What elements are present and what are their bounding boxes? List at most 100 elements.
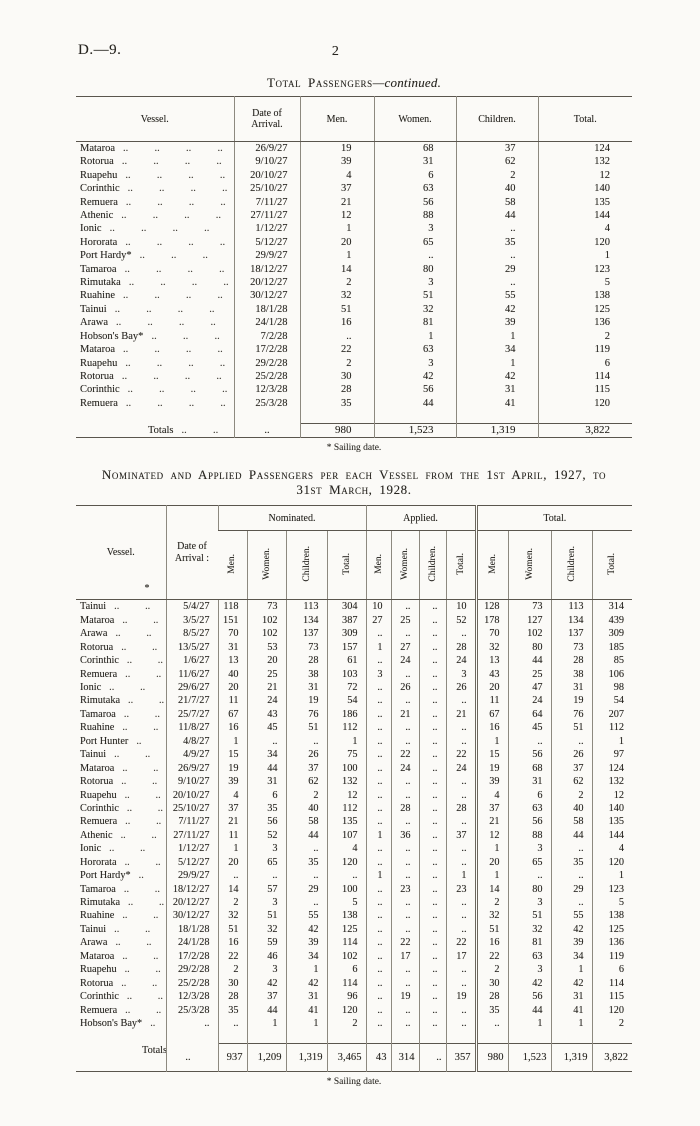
table1-footnote: * Sailing date. <box>326 443 382 454</box>
value-cell: .. <box>418 922 446 937</box>
leader-dots: .. .. .. .. .. <box>125 169 233 181</box>
value-cell: .. <box>390 976 419 991</box>
leader-dots: .. .. .. .. .. <box>115 317 234 329</box>
value-cell: 40 <box>550 801 593 816</box>
value-cell: .. <box>418 869 446 883</box>
value-cell: 52 <box>246 828 286 843</box>
value-cell: 21 <box>246 681 286 695</box>
value-cell: 4 <box>217 788 247 802</box>
value-cell: .. <box>365 761 391 776</box>
date-cell: 27/11/27 <box>165 828 218 843</box>
value-cell: .. <box>365 842 391 856</box>
value-cell: 2 <box>285 788 327 802</box>
table-row: Ruahine.. .. .. .. ..30/12/27325155138..… <box>76 909 633 923</box>
value-cell: .. <box>390 869 419 883</box>
vessel-cell: Mataroa .. .. .. .. .. <box>76 614 166 627</box>
value-cell: 28 <box>445 640 477 655</box>
value-cell: .. <box>365 801 391 816</box>
value-cell: 65 <box>373 235 456 250</box>
table-row: Rimutaka.. .. .. .. ..20/12/2723..5.....… <box>76 896 633 910</box>
value-cell: 1 <box>217 734 247 749</box>
value-cell: 44 <box>246 761 286 776</box>
value-cell: 2 <box>537 329 632 344</box>
value-cell: 125 <box>537 302 632 317</box>
value-cell: .. <box>418 681 446 695</box>
value-cell: .. <box>418 949 446 964</box>
value-cell: 980 <box>474 1043 509 1072</box>
value-cell: 42 <box>507 976 552 991</box>
value-cell: .. <box>445 815 477 829</box>
col-header-date: Date of Arrival. <box>233 96 300 142</box>
value-cell: 16 <box>474 936 509 950</box>
date-cell: 29/9/27 <box>233 249 300 263</box>
vessel-cell: Corinthic .. .. .. .. .. <box>76 802 166 815</box>
value-cell: 25 <box>507 667 552 682</box>
value-cell: 2 <box>299 356 374 370</box>
vessel-name: Mataroa <box>80 762 115 774</box>
vessel-name: Ionic <box>80 223 102 235</box>
value-cell: .. <box>418 976 446 991</box>
value-cell: 134 <box>550 613 593 628</box>
vessel-name: Ruapehu <box>80 964 117 976</box>
leader-dots: .. .. .. .. .. <box>121 370 234 382</box>
value-cell: .. <box>445 855 477 870</box>
value-cell: 20 <box>474 855 509 870</box>
vessel-cell: Rimutaka .. .. .. .. .. <box>76 276 234 289</box>
value-cell: 314 <box>390 1043 419 1072</box>
table-row: Arawa.. .. .. .. ..24/1/28165939114..22.… <box>76 936 633 950</box>
table-row: Ruahine.. .. .. .. ..11/8/27164551112...… <box>76 721 633 735</box>
value-cell: 5 <box>326 896 366 910</box>
leader-dots: .. .. .. .. .. <box>151 330 233 342</box>
table-row: Tainui.. .. .. .. ..4/9/2715342675..22..… <box>76 748 633 762</box>
value-cell: 42 <box>285 922 327 937</box>
vessel-cell: Rotorua .. .. .. .. .. <box>76 775 166 788</box>
value-cell: 120 <box>591 855 633 870</box>
date-cell: 25/10/27 <box>233 182 300 196</box>
value-cell: 106 <box>591 667 633 682</box>
vessel-name: Ionic <box>80 682 102 694</box>
vessel-name: Tainui <box>80 923 107 935</box>
value-cell: 3 <box>445 667 477 682</box>
value-cell: 22 <box>445 936 477 950</box>
leader-dots: .. .. .. .. .. <box>123 883 166 895</box>
vessel-cell: Ionic .. .. .. .. .. <box>76 842 166 855</box>
table1-header-row: Vessel. Date of Arrival. Men. Women. Chi… <box>76 96 632 142</box>
value-cell: .. <box>418 721 446 735</box>
value-cell: 1 <box>455 356 538 370</box>
value-cell: 114 <box>537 369 632 384</box>
value-cell: 16 <box>217 721 247 735</box>
value-cell: 43 <box>365 1043 391 1072</box>
value-cell: .. <box>418 815 446 829</box>
value-cell: .. <box>365 922 391 937</box>
value-cell: 6 <box>537 356 632 370</box>
vessel-name: Remuera <box>80 397 118 409</box>
vessel-cell: Corinthic .. .. .. .. .. <box>76 182 234 195</box>
value-cell: 28 <box>299 383 374 397</box>
value-cell: 75 <box>326 748 366 762</box>
vessel-name: Remuera <box>80 668 118 680</box>
vessel-cell: Port Hardy* .. .. .. .. .. <box>76 249 234 262</box>
vessel-cell: Hororata .. .. .. .. .. <box>76 856 166 869</box>
vessel-cell: Hobson's Bay* .. .. .. .. .. <box>76 1017 166 1030</box>
value-cell: 30 <box>299 369 374 384</box>
value-cell: 13 <box>474 654 509 668</box>
value-cell: 88 <box>507 828 552 843</box>
value-cell: 68 <box>507 761 552 776</box>
value-cell: 14 <box>474 882 509 897</box>
value-cell: 46 <box>246 949 286 964</box>
date-cell: 18/12/27 <box>233 262 300 277</box>
value-cell: 42 <box>246 976 286 991</box>
value-cell: 135 <box>537 195 632 210</box>
vessel-name: Mataroa <box>80 344 115 356</box>
value-cell: 56 <box>507 748 552 762</box>
value-cell: .. <box>390 896 419 910</box>
doc-reference: D.—9. <box>78 42 122 58</box>
col-header-nominated-children: Children. <box>285 530 327 601</box>
leader-dots: .. .. .. .. .. <box>150 1017 165 1029</box>
value-cell: 3 <box>373 276 456 290</box>
table-row: Rotorua.. .. .. .. ..9/10/27393162132...… <box>76 775 633 789</box>
value-cell: 38 <box>285 667 327 682</box>
date-cell: 24/1/28 <box>165 936 218 950</box>
value-cell: 12 <box>326 788 366 802</box>
